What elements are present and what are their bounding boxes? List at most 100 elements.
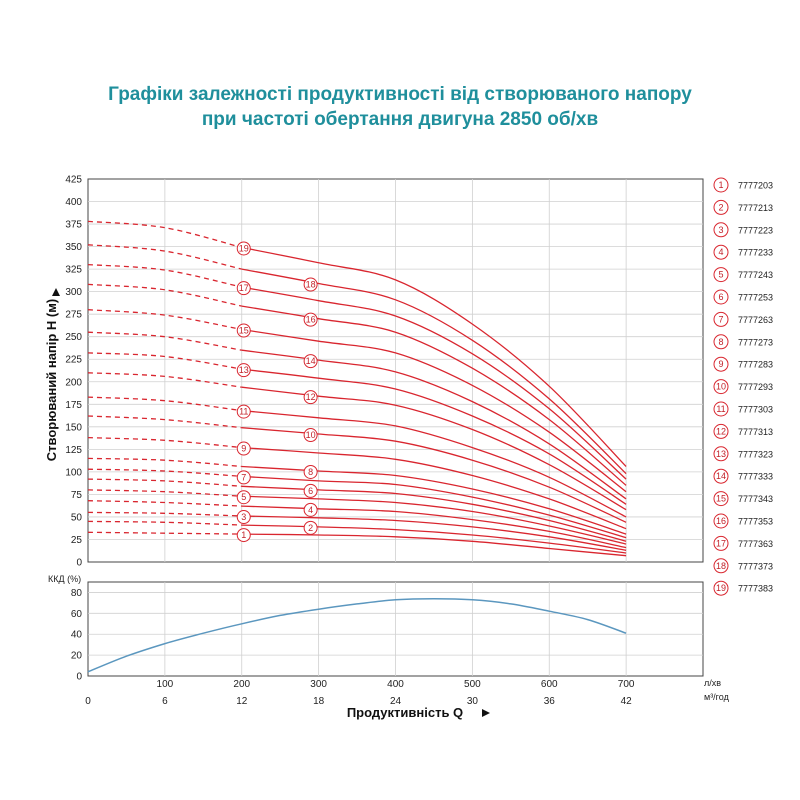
curve-9-marker-label: 9 — [241, 444, 246, 454]
curve-8-solid — [241, 465, 627, 535]
legend-marker-17 — [713, 535, 729, 551]
axes: 0255075100125150175200225250275300325350… — [52, 175, 635, 717]
curve-7-solid — [241, 475, 627, 539]
curve-9-dashed — [87, 436, 242, 449]
legend-label-1: 7777203 — [738, 181, 773, 191]
curve-15-marker-label: 15 — [239, 325, 249, 335]
legend-number-17: 17 — [716, 538, 726, 548]
legend-item-10: 10 7777293 — [713, 379, 773, 395]
x-axis-arrow-icon — [482, 709, 490, 717]
curve-11: 11 — [87, 396, 627, 518]
curve-1-solid — [241, 533, 627, 557]
curve-5: 5 — [87, 489, 627, 545]
curve-7-marker — [236, 470, 251, 485]
x-tick-label-lpm: 200 — [233, 679, 250, 690]
curve-8-dashed — [87, 457, 242, 468]
legend-marker-18 — [713, 558, 729, 574]
legend-item-5: 5 7777243 — [713, 267, 773, 283]
curve-10-marker-label: 10 — [306, 430, 316, 440]
curve-16-dashed — [87, 283, 242, 307]
legend-number-11: 11 — [716, 404, 725, 414]
legend-item-14: 14 7777333 — [713, 468, 773, 484]
legend-marker-15 — [713, 491, 729, 507]
legend-label-2: 7777213 — [738, 203, 773, 213]
legend-number-9: 9 — [718, 359, 723, 369]
curve-1-marker-label: 1 — [241, 530, 246, 540]
curve-5-marker-label: 5 — [241, 492, 246, 502]
eff-y-tick-label: 60 — [71, 609, 83, 620]
curve-15-dashed — [87, 309, 242, 331]
curve-3-dashed — [87, 511, 242, 517]
legend-item-18: 18 7777373 — [713, 558, 773, 574]
legend-item-3: 3 7777223 — [713, 222, 773, 238]
x-tick-label-m3h: 42 — [621, 696, 633, 707]
curve-18-marker — [303, 277, 318, 292]
curve-14-dashed — [87, 331, 242, 351]
legend-label-4: 7777233 — [738, 248, 773, 258]
curve-18: 18 — [87, 244, 627, 475]
legend-label-17: 7777363 — [738, 539, 773, 549]
curve-19-marker-label: 19 — [239, 243, 249, 253]
legend-label-9: 7777283 — [738, 360, 773, 370]
legend-marker-7 — [713, 311, 729, 327]
curve-10: 10 — [87, 415, 627, 523]
x-tick-label-lpm: 700 — [618, 679, 635, 690]
curve-15-solid — [241, 328, 627, 493]
curve-14-marker — [303, 354, 318, 369]
legend-number-12: 12 — [716, 426, 726, 436]
legend-label-19: 7777383 — [738, 584, 773, 594]
y-tick-label: 300 — [65, 287, 82, 298]
curve-12: 12 — [87, 372, 627, 511]
y-axis-label: Створюваний напір H (м) — [44, 299, 59, 461]
curve-13-solid — [241, 368, 627, 505]
y-tick-label: 25 — [71, 535, 83, 546]
chart-title-line2: при частоті обертання двигуна 2850 об/хв — [201, 109, 599, 130]
y-tick-label: 400 — [65, 197, 82, 208]
legend-marker-2 — [713, 199, 729, 215]
curve-1-dashed — [87, 531, 242, 535]
legend-number-6: 6 — [718, 292, 723, 302]
x-unit-m3h: м³/год — [704, 692, 730, 702]
curve-15: 15 — [87, 309, 627, 493]
x-tick-label-m3h: 30 — [467, 696, 479, 707]
x-tick-label-m3h: 36 — [544, 696, 556, 707]
x-unit-lpm: л/хв — [704, 678, 721, 688]
legend-marker-12 — [713, 423, 729, 439]
curve-3-solid — [241, 515, 627, 551]
curve-19: 19 — [87, 220, 627, 467]
curve-7: 7 — [87, 468, 627, 539]
curve-16-marker-label: 16 — [306, 315, 316, 325]
curve-17: 17 — [87, 263, 627, 480]
legend-number-8: 8 — [718, 337, 723, 347]
curve-9-marker — [236, 441, 251, 456]
x-tick-label-lpm: 100 — [157, 679, 174, 690]
curve-12-marker-label: 12 — [306, 392, 316, 402]
legend-marker-13 — [713, 446, 729, 462]
legend-number-7: 7 — [718, 314, 723, 324]
legend-item-13: 13 7777323 — [713, 446, 773, 462]
curve-8-marker-label: 8 — [308, 467, 313, 477]
curve-17-marker — [236, 281, 251, 296]
curve-5-solid — [241, 495, 627, 545]
y-tick-label: 200 — [65, 377, 82, 388]
legend-item-8: 8 7777273 — [713, 334, 773, 350]
legend-item-19: 19 7777383 — [713, 580, 773, 596]
curve-4-marker — [303, 502, 318, 517]
chart-title-line1: Графіки залежності продуктивності від ст… — [108, 84, 692, 105]
legend-label-7: 7777263 — [738, 315, 773, 325]
curve-12-dashed — [87, 372, 242, 388]
y-tick-label: 0 — [76, 558, 82, 569]
curve-5-marker — [236, 490, 251, 505]
curve-1: 1 — [87, 528, 627, 557]
legend-number-5: 5 — [718, 270, 723, 280]
curve-13-marker-label: 13 — [239, 365, 249, 375]
legend-label-13: 7777323 — [738, 449, 773, 459]
curve-12-marker — [303, 390, 318, 405]
efficiency-grid — [87, 581, 704, 677]
curve-2-marker-label: 2 — [308, 523, 313, 533]
curve-6-marker-label: 6 — [308, 486, 313, 496]
legend-item-12: 12 7777313 — [713, 423, 773, 439]
eff-y-tick-label: 80 — [71, 588, 83, 599]
